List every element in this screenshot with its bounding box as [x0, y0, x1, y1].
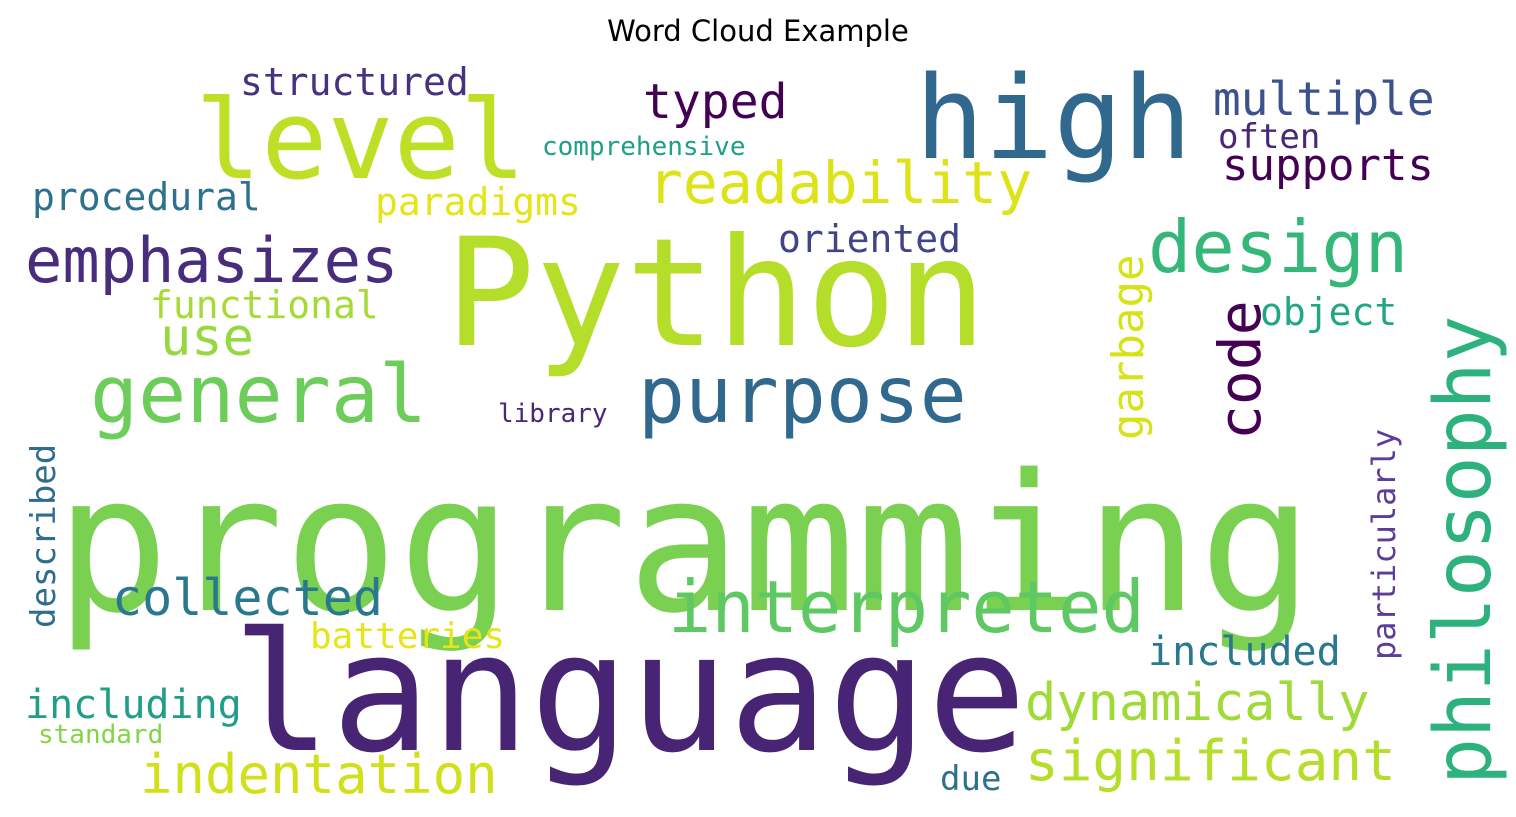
- word-dynamically: dynamically: [1025, 673, 1369, 733]
- word-often: often: [1218, 117, 1320, 157]
- word-purpose: purpose: [638, 351, 967, 441]
- word-general: general: [90, 348, 427, 441]
- word-significant: significant: [1025, 729, 1396, 794]
- word-design: design: [1148, 205, 1408, 289]
- word-typed: typed: [643, 74, 788, 130]
- word-collected: collected: [112, 569, 383, 627]
- word-language: language: [232, 597, 1027, 789]
- word-high: high: [915, 52, 1192, 186]
- chart-title: Word Cloud Example: [607, 14, 909, 48]
- word-comprehensive: comprehensive: [542, 132, 746, 162]
- word-level: level: [195, 76, 526, 204]
- word-interpreted: interpreted: [668, 565, 1145, 649]
- word-supports: supports: [1222, 140, 1434, 191]
- word-described: described: [24, 444, 64, 628]
- word-philosophy: philosophy: [1419, 315, 1509, 785]
- word-paradigms: paradigms: [375, 180, 581, 224]
- word-garbage: garbage: [1103, 255, 1154, 440]
- word-code: code: [1206, 300, 1274, 440]
- word-multiple: multiple: [1213, 72, 1435, 126]
- word-structured: structured: [240, 60, 469, 104]
- word-library: library: [498, 399, 608, 429]
- word-programming: programming: [55, 434, 1313, 655]
- word-particularly: particularly: [1365, 429, 1403, 660]
- word-batteries: batteries: [310, 616, 505, 657]
- word-use: use: [160, 308, 254, 368]
- word-object: object: [1260, 290, 1397, 334]
- word-python: Python: [445, 207, 987, 381]
- word-emphasizes: emphasizes: [25, 224, 398, 297]
- word-due: due: [940, 759, 1001, 799]
- word-readability: readability: [648, 149, 1032, 217]
- word-functional: functional: [150, 283, 379, 327]
- word-standard: standard: [38, 720, 163, 750]
- word-procedural: procedural: [32, 175, 261, 219]
- word-oriented: oriented: [778, 217, 961, 261]
- word-indentation: indentation: [140, 743, 498, 806]
- word-including: including: [25, 682, 242, 728]
- word-included: included: [1148, 629, 1341, 675]
